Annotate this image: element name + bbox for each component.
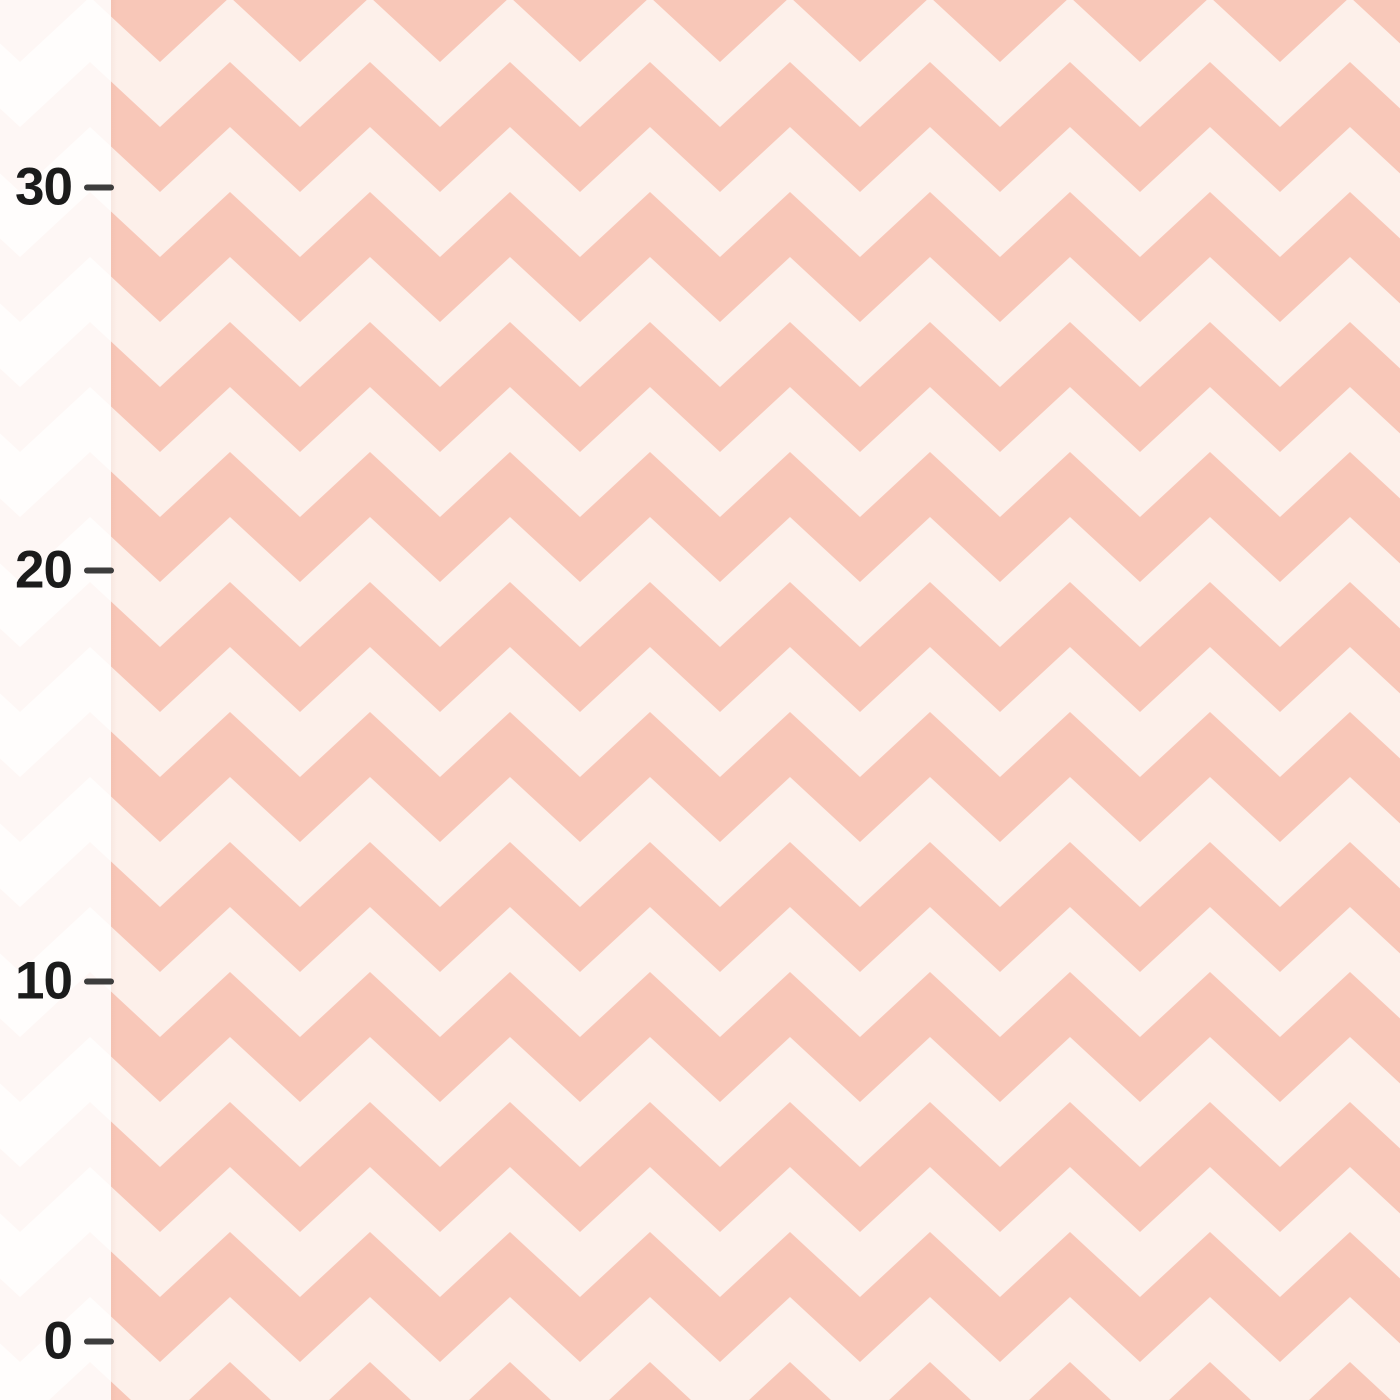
ruler-tick xyxy=(84,1338,114,1344)
ruler-mark-30cm: 30 xyxy=(0,161,114,214)
ruler-mark-10cm: 10 xyxy=(0,955,114,1008)
ruler-sidebar xyxy=(0,0,111,1400)
ruler-label: 20 xyxy=(15,540,73,600)
ruler-tick xyxy=(84,978,114,984)
ruler-mark-20cm: 20 xyxy=(0,544,114,597)
ruler-label: 10 xyxy=(15,951,73,1011)
ruler-label: 30 xyxy=(15,157,73,217)
ruler-mark-0cm: 0 xyxy=(0,1315,114,1368)
ruler-label: 0 xyxy=(43,1311,74,1371)
ruler-tick xyxy=(84,567,114,573)
ruler-tick xyxy=(84,184,114,190)
